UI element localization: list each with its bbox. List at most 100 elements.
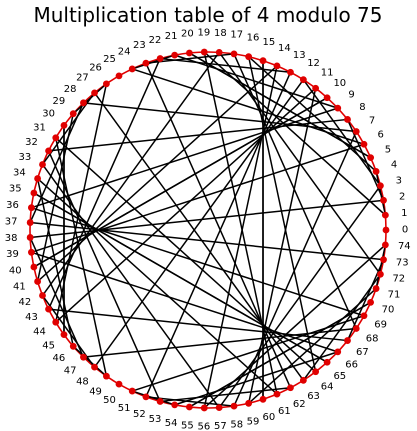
residue-label-28: 28 [64, 84, 77, 95]
chord-22-to-13 [160, 57, 291, 74]
residue-point-40 [30, 263, 38, 271]
chord-57-to-3 [218, 185, 382, 409]
residue-label-3: 3 [396, 176, 402, 187]
residue-label-27: 27 [76, 73, 89, 84]
residue-point-64 [312, 368, 320, 376]
residue-label-59: 59 [247, 416, 260, 427]
residue-point-30 [60, 121, 68, 129]
residue-point-14 [273, 62, 281, 70]
residue-point-47 [80, 353, 87, 361]
residue-point-46 [69, 342, 77, 350]
residue-label-32: 32 [25, 137, 38, 148]
residue-point-45 [60, 331, 68, 339]
residue-point-66 [334, 348, 342, 356]
residue-point-57 [215, 404, 223, 412]
residue-label-68: 68 [366, 334, 379, 345]
residue-point-5 [367, 154, 375, 162]
residue-label-4: 4 [391, 160, 397, 171]
residue-label-14: 14 [278, 43, 291, 54]
residue-point-69 [360, 312, 368, 320]
residue-point-8 [344, 116, 351, 123]
residue-point-23 [142, 59, 150, 67]
residue-point-29 [69, 110, 77, 118]
residue-label-54: 54 [165, 418, 178, 429]
residue-label-67: 67 [356, 347, 369, 358]
residue-point-18 [215, 48, 223, 56]
residue-point-68 [352, 325, 360, 332]
residue-point-51 [128, 387, 136, 395]
residue-point-72 [377, 270, 384, 278]
residue-label-7: 7 [369, 115, 375, 126]
residue-label-65: 65 [333, 371, 346, 382]
residue-point-13 [287, 68, 294, 76]
residue-label-48: 48 [76, 376, 89, 387]
chord-46-to-34 [36, 178, 74, 347]
residue-label-61: 61 [278, 406, 291, 417]
residue-point-17 [230, 50, 238, 58]
residue-point-50 [115, 380, 123, 388]
residue-point-39 [28, 248, 35, 256]
chord-29-to-41 [36, 113, 74, 282]
residue-point-54 [171, 401, 179, 409]
residue-label-21: 21 [165, 31, 178, 42]
residue-label-31: 31 [33, 122, 46, 133]
residue-label-2: 2 [399, 192, 405, 203]
residue-label-74: 74 [398, 241, 411, 252]
residue-label-18: 18 [214, 28, 227, 39]
chord-28-to-37 [29, 102, 85, 223]
residue-label-69: 69 [374, 319, 387, 330]
residue-label-51: 51 [118, 403, 131, 414]
residue-point-28 [80, 99, 87, 107]
residue-point-44 [52, 318, 60, 326]
chord-21-to-9 [174, 54, 338, 109]
residue-label-24: 24 [118, 46, 131, 57]
residue-label-60: 60 [263, 412, 276, 423]
diagram-title: Multiplication table of 4 modulo 75 [33, 3, 382, 27]
residue-point-25 [115, 72, 123, 80]
residue-label-12: 12 [307, 58, 320, 69]
chord-36-to-69 [31, 206, 365, 317]
residue-label-38: 38 [5, 233, 18, 244]
chord-9-to-36 [31, 107, 338, 209]
residue-point-70 [367, 299, 375, 306]
residue-labels: 0123456789101112131415161718192021222324… [5, 28, 411, 431]
residue-label-40: 40 [9, 265, 22, 276]
residue-point-61 [273, 390, 281, 398]
residue-point-27 [91, 89, 98, 97]
residue-point-15 [259, 57, 267, 65]
residue-label-73: 73 [396, 257, 409, 268]
residue-point-0 [382, 226, 390, 234]
residue-point-3 [377, 182, 384, 190]
residue-label-72: 72 [392, 273, 405, 284]
residue-label-55: 55 [181, 420, 194, 431]
residue-point-36 [28, 204, 35, 212]
chord-61-to-19 [203, 51, 278, 395]
residue-label-43: 43 [25, 312, 38, 323]
chord-33-to-57 [41, 164, 220, 409]
chord-11-to-44 [55, 87, 317, 323]
chord-8-to-32 [48, 118, 348, 152]
residue-point-67 [344, 337, 351, 344]
residue-point-4 [372, 168, 380, 175]
chord-54-to-66 [174, 351, 338, 406]
chord-65-to-35 [33, 192, 328, 363]
residue-label-47: 47 [64, 365, 77, 376]
residue-point-21 [171, 51, 179, 59]
residue-label-56: 56 [198, 421, 211, 431]
residue-point-52 [142, 393, 150, 401]
residue-label-45: 45 [42, 340, 55, 351]
residue-point-55 [185, 403, 193, 411]
chord-34-to-61 [37, 177, 278, 395]
residue-point-56 [200, 404, 208, 412]
residue-label-42: 42 [18, 297, 31, 308]
residue-label-1: 1 [401, 208, 407, 219]
residue-point-60 [259, 395, 267, 403]
residue-point-2 [380, 196, 387, 204]
residue-point-53 [156, 398, 164, 405]
residue-point-22 [156, 55, 164, 62]
residue-label-46: 46 [53, 353, 66, 364]
residue-point-63 [299, 376, 307, 384]
residue-label-52: 52 [133, 409, 146, 420]
residue-point-6 [360, 140, 368, 148]
